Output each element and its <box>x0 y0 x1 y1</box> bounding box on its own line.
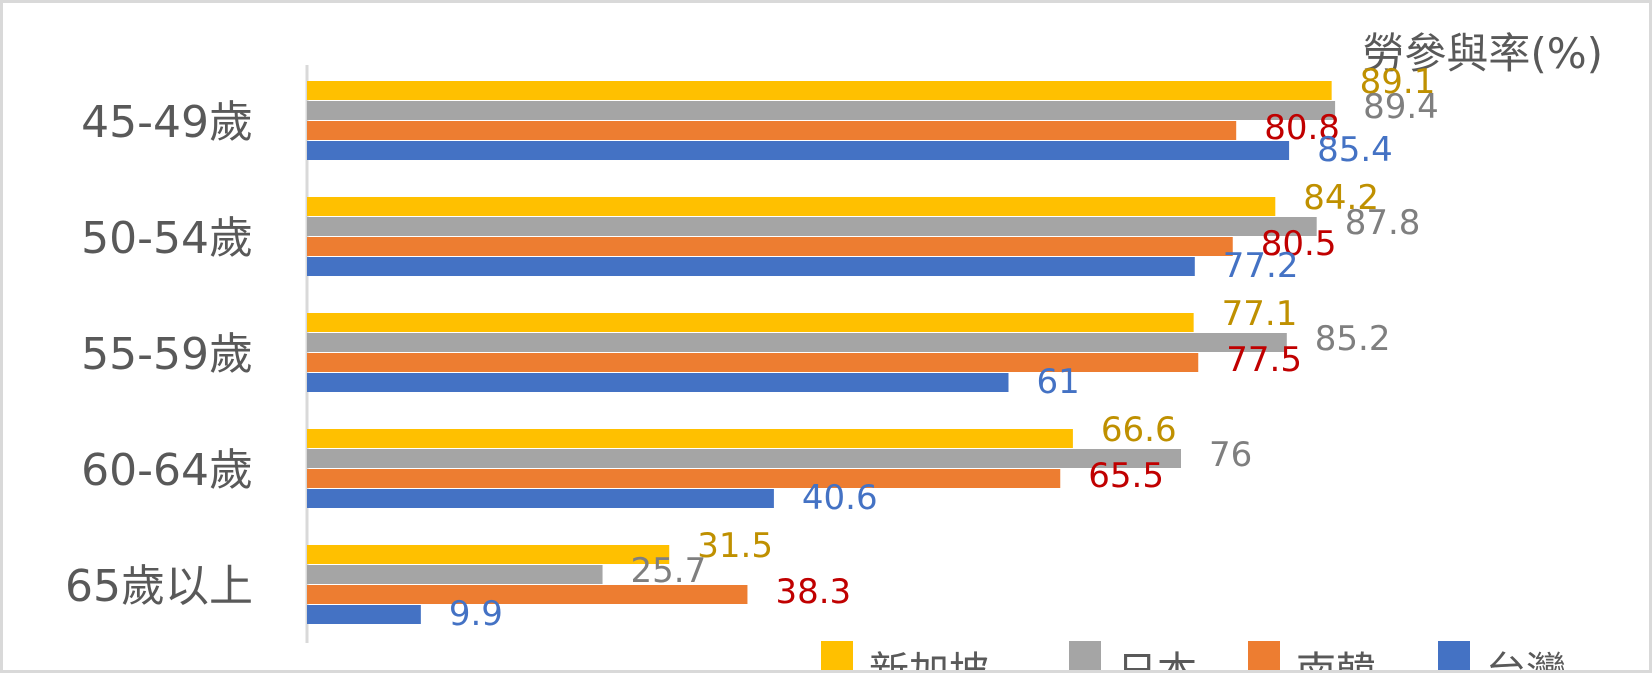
data-label: 77.5 <box>1226 340 1302 380</box>
bar <box>307 141 1290 160</box>
data-label: 85.2 <box>1315 319 1391 359</box>
data-label: 89.1 <box>1360 62 1436 102</box>
category-label: 55-59歲 <box>81 329 253 380</box>
legend: 新加坡 日本 南韓 台灣 <box>821 641 1566 670</box>
data-label: 77.1 <box>1222 294 1298 334</box>
legend-swatch <box>821 641 853 670</box>
bar <box>307 121 1237 140</box>
bar <box>307 101 1336 120</box>
legend-swatch <box>1438 641 1470 670</box>
legend-label: 台灣 <box>1486 649 1566 670</box>
bar <box>307 565 603 584</box>
data-label: 9.9 <box>449 594 503 634</box>
bar <box>307 197 1276 216</box>
legend-label: 日本 <box>1117 649 1197 670</box>
legend-swatch <box>1069 641 1101 670</box>
bar <box>307 217 1317 236</box>
data-label: 66.6 <box>1101 410 1177 450</box>
bar <box>307 585 748 604</box>
bar <box>307 353 1199 372</box>
legend-label: 新加坡 <box>869 649 989 670</box>
bar <box>307 449 1181 468</box>
data-label: 84.2 <box>1303 178 1379 218</box>
axis-title: 勞參與率(%) <box>1362 29 1603 78</box>
data-label: 80.5 <box>1261 224 1337 264</box>
data-label: 65.5 <box>1088 456 1164 496</box>
data-label: 87.8 <box>1345 203 1421 243</box>
data-label: 89.4 <box>1363 87 1439 127</box>
data-label: 61 <box>1037 362 1080 402</box>
bar <box>307 373 1009 392</box>
category-label: 50-54歲 <box>81 213 253 264</box>
data-labels-group: 89.189.4 80.885.4 84.287.880.577.2 77.1 85.2… <box>449 62 1439 634</box>
bar <box>307 81 1332 100</box>
bar <box>307 333 1287 352</box>
data-label: 25.7 <box>631 551 707 591</box>
data-label: 76 <box>1209 435 1252 475</box>
bar <box>307 313 1194 332</box>
bar <box>307 257 1195 276</box>
data-label: 40.6 <box>802 478 878 518</box>
bar <box>307 429 1073 448</box>
category-label: 45-49歲 <box>81 97 253 148</box>
data-label: 80.8 <box>1264 108 1340 148</box>
data-label: 77.2 <box>1223 246 1299 286</box>
category-label: 65歲以上 <box>65 561 253 612</box>
bars-group <box>307 81 1336 624</box>
legend-label: 南韓 <box>1296 649 1376 670</box>
bar <box>307 237 1233 256</box>
data-label: 38.3 <box>775 572 851 612</box>
category-label: 60-64歲 <box>81 445 253 496</box>
bar <box>307 489 774 508</box>
bar <box>307 605 421 624</box>
legend-swatch <box>1248 641 1280 670</box>
bar <box>307 545 670 564</box>
data-label: 85.4 <box>1317 130 1393 170</box>
bar-chart: 勞參與率(%) 89.189.4 80.885.4 84.287.880.577.2… <box>65 29 1603 670</box>
category-labels-group: 45-49歲 50-54歲 55-59歲 60-64歲 65歲以上 <box>65 97 253 612</box>
bar <box>307 469 1061 488</box>
data-label: 31.5 <box>697 526 773 566</box>
